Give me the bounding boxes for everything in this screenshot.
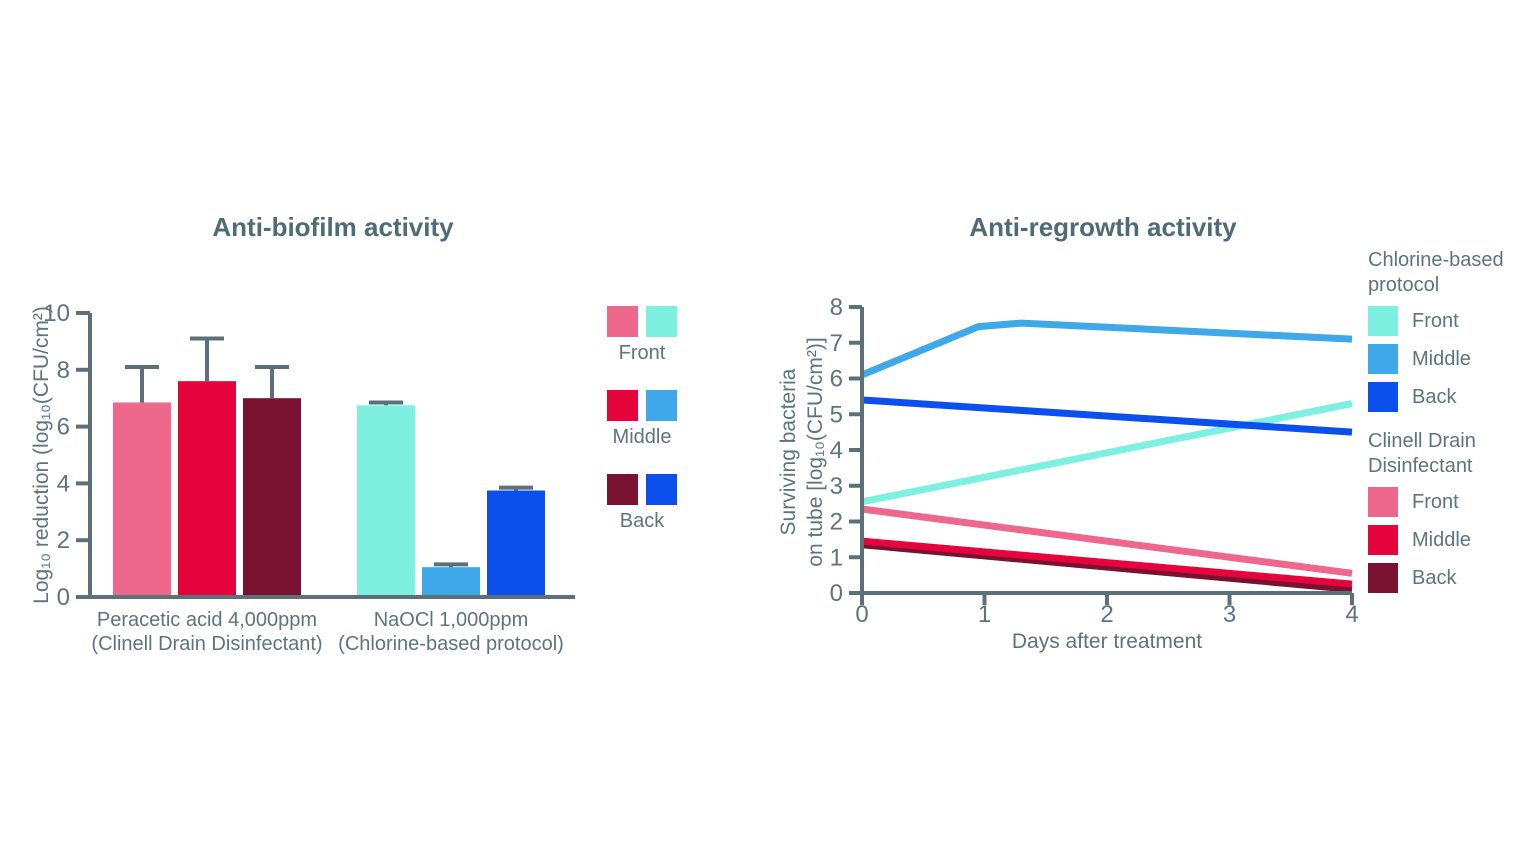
y-tick-label: 2 — [57, 527, 70, 554]
legend-swatch-pair — [606, 306, 678, 337]
legend-row-middle: Middle — [606, 390, 678, 449]
bar-front — [113, 402, 171, 597]
legend-item-front: Front — [1368, 487, 1536, 517]
x-tick-label: 2 — [1100, 601, 1113, 628]
line-chart-title: Anti-regrowth activity — [969, 212, 1237, 242]
legend-swatch-chlorine-middle — [646, 390, 677, 421]
legend-swatch-chlorine-middle — [1368, 344, 1398, 374]
bar-front — [357, 405, 415, 597]
legend-item-middle: Middle — [1368, 525, 1536, 555]
y-tick-label: 8 — [830, 294, 843, 321]
legend-label: Back — [1412, 566, 1457, 589]
legend-swatch-clinell-back — [1368, 563, 1398, 593]
legend-swatch-clinell-middle — [607, 390, 638, 421]
y-tick-label: 8 — [57, 357, 70, 384]
legend-label: Middle — [1412, 528, 1471, 551]
y-tick-label: 2 — [830, 509, 843, 536]
legend-item-back: Back — [1368, 382, 1536, 412]
legend-header-line2: protocol — [1368, 274, 1440, 296]
y-axis-label-line1: Surviving bacteria — [777, 368, 800, 535]
bar-middle — [178, 381, 236, 597]
legend-row-back: Back — [606, 474, 678, 533]
x-tick-label: 0 — [855, 601, 868, 628]
legend-swatch-chlorine-front — [646, 306, 677, 337]
legend-item-middle: Middle — [1368, 344, 1536, 374]
x-group-label-line1: Peracetic acid 4,000ppm — [97, 609, 317, 631]
y-tick-label: 6 — [830, 366, 843, 393]
bar-middle — [422, 567, 480, 597]
legend-header-line1: Clinell Drain — [1368, 430, 1476, 452]
legend-swatch-pair — [606, 474, 678, 505]
series-line-clinell-front — [861, 505, 1353, 577]
y-tick-label: 10 — [43, 300, 70, 327]
legend-swatch-clinell-middle — [1368, 525, 1398, 555]
x-group-label-line2: (Clinell Drain Disinfectant) — [91, 633, 322, 655]
legend-spacer — [1368, 412, 1536, 429]
legend-label: Back — [1412, 385, 1457, 408]
legend-label: Front — [618, 342, 666, 364]
legend-header-line1: Chlorine-based — [1368, 249, 1504, 271]
legend-swatch-chlorine-front — [1368, 306, 1398, 336]
y-tick-label: 3 — [830, 473, 843, 500]
bar-chart-title: Anti-biofilm activity — [212, 212, 454, 242]
bar-chart-legend: Front Middle Back — [606, 306, 678, 558]
y-tick-label: 6 — [57, 414, 70, 441]
y-tick-label: 0 — [830, 580, 843, 607]
y-tick-label: 4 — [57, 470, 70, 497]
legend-row-front: Front — [606, 306, 678, 365]
legend-swatch-chlorine-back — [1368, 382, 1398, 412]
series-line-clinell-back — [861, 541, 1353, 593]
x-tick-label: 3 — [1223, 601, 1236, 628]
y-tick-label: 4 — [830, 437, 843, 464]
legend-label: Middle — [612, 426, 672, 448]
y-axis-label-line2: on tube [log₁₀(CFU/cm²)] — [804, 337, 827, 566]
x-axis-label: Days after treatment — [1012, 630, 1202, 653]
legend-swatch-clinell-back — [607, 474, 638, 505]
y-tick-label: 5 — [830, 401, 843, 428]
legend-swatch-chlorine-back — [646, 474, 677, 505]
legend-item-back: Back — [1368, 563, 1536, 593]
bar-back — [487, 490, 545, 597]
x-group-label-line1: NaOCl 1,000ppm — [374, 609, 529, 631]
series-line-chlorine-front — [861, 400, 1353, 506]
legend-label: Back — [619, 510, 665, 532]
bar-back — [243, 398, 301, 597]
line-chart-legend: Chlorine-based protocol Front Middle Back Cli… — [1368, 248, 1536, 593]
legend-swatch-clinell-front — [607, 306, 638, 337]
y-tick-label: 0 — [57, 584, 70, 611]
series-line-chlorine-back — [861, 396, 1353, 436]
y-tick-label: 7 — [830, 330, 843, 357]
legend-swatch-clinell-front — [1368, 487, 1398, 517]
x-tick-label: 1 — [978, 601, 991, 628]
y-axis-label: Log₁₀ reduction (log₁₀(CFU/cm²) — [30, 306, 53, 604]
x-tick-label: 4 — [1345, 601, 1358, 628]
legend-label: Front — [1412, 309, 1459, 332]
legend-label: Front — [1412, 490, 1459, 513]
legend-label: Middle — [1412, 347, 1471, 370]
series-line-chlorine-middle — [860, 319, 1353, 379]
legend-swatch-pair — [606, 390, 678, 421]
series-line-clinell-middle — [861, 537, 1353, 588]
legend-item-front: Front — [1368, 306, 1536, 336]
legend-header-line2: Disinfectant — [1368, 455, 1473, 477]
y-tick-label: 1 — [830, 544, 843, 571]
x-group-label-line2: (Chlorine-based protocol) — [338, 633, 564, 655]
